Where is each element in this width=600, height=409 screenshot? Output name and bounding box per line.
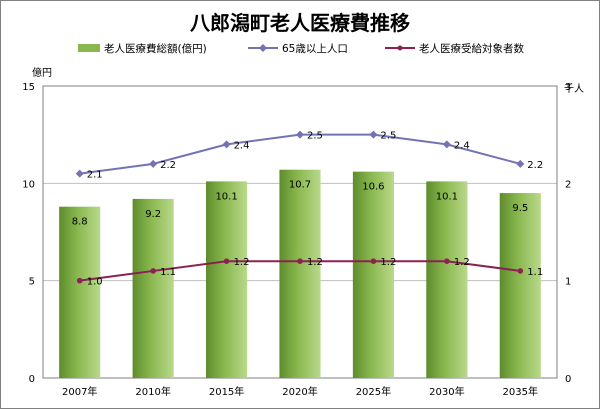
legend-swatch-bar <box>78 44 100 52</box>
legend-item-population: 65歳以上人口 <box>248 43 348 55</box>
x-tick-label: 2015年 <box>209 385 244 398</box>
legend-item-recipients: 老人医療受給対象者数 <box>385 42 524 55</box>
bar <box>132 198 174 378</box>
recipients-data-label: 1.1 <box>527 267 543 278</box>
chart-title: 八郎潟町老人医療費推移 <box>190 11 410 35</box>
y-right-tick-label: 1 <box>565 277 571 288</box>
x-tick-label: 2025年 <box>356 385 391 398</box>
bar <box>206 181 248 378</box>
legend-label-population: 65歳以上人口 <box>282 43 348 55</box>
recipients-data-label: 1.2 <box>454 257 470 268</box>
bar <box>59 206 101 378</box>
population-data-label: 2.5 <box>380 131 396 142</box>
population-point <box>222 140 231 149</box>
bar-data-label: 8.8 <box>72 217 88 228</box>
series-lines <box>75 130 525 284</box>
recipients-point <box>370 258 377 265</box>
legend-marker-recipients <box>397 45 403 51</box>
legend-marker-population <box>259 44 267 52</box>
bar-data-label: 9.5 <box>512 203 528 214</box>
population-point <box>149 159 158 168</box>
y-right-tick-label: 0 <box>565 374 571 385</box>
recipients-data-label: 1.0 <box>87 277 103 288</box>
recipients-data-label: 1.2 <box>380 257 396 268</box>
legend-item-bar: 老人医療費総額(億円) <box>78 42 207 55</box>
x-ticks: 2007年 2010年 2015年 2020年 2025年 2030年 2035年 <box>62 385 538 398</box>
legend: 老人医療費総額(億円) 65歳以上人口 老人医療受給対象者数 <box>78 42 524 55</box>
population-data-label: 2.1 <box>87 170 103 181</box>
recipients-point <box>150 268 156 274</box>
x-tick-label: 2010年 <box>135 385 170 398</box>
population-data-label: 2.2 <box>527 160 543 171</box>
line-labels: 2.1 2.2 2.4 2.5 2.5 2.4 2.2 1.0 1.1 1.2 1.2 1.2 1.2 1… <box>87 131 543 288</box>
y-left-ticks: 0 5 10 15 <box>22 82 35 385</box>
bars <box>59 169 541 378</box>
population-point <box>75 169 84 178</box>
bar <box>499 193 541 378</box>
x-tick-label: 2007年 <box>62 385 97 398</box>
recipients-point <box>444 258 450 265</box>
y-left-tick-label: 0 <box>29 374 35 385</box>
y-left-unit: 億円 <box>32 66 52 79</box>
y-right-ticks: 0 1 2 3 <box>565 82 571 385</box>
bar <box>426 181 468 378</box>
bar <box>279 169 321 378</box>
x-tick-label: 2030年 <box>429 385 464 398</box>
bar-labels: 8.8 9.2 10.1 10.7 10.6 10.1 9.5 <box>72 180 528 228</box>
x-tick-label: 2035年 <box>503 385 538 398</box>
population-data-label: 2.4 <box>454 140 470 151</box>
recipients-point <box>76 277 83 284</box>
recipients-data-label: 1.1 <box>160 267 176 278</box>
bar <box>352 171 394 378</box>
y-left-tick-label: 10 <box>22 179 35 190</box>
population-data-label: 2.4 <box>234 140 250 151</box>
legend-label-bar: 老人医療費総額(億円) <box>104 42 207 55</box>
y-left-tick-label: 5 <box>29 277 35 288</box>
recipients-point <box>223 258 230 265</box>
population-point <box>516 159 525 168</box>
population-point <box>442 140 451 149</box>
bar-data-label: 9.2 <box>145 209 161 220</box>
recipients-point <box>517 268 524 274</box>
recipients-data-label: 1.2 <box>307 257 323 268</box>
y-right-tick-label: 3 <box>565 82 571 93</box>
recipients-point <box>297 258 303 265</box>
population-point <box>369 130 378 139</box>
y-left-tick-label: 15 <box>22 82 35 93</box>
population-data-label: 2.5 <box>307 131 323 142</box>
bar-data-label: 10.1 <box>436 191 458 202</box>
population-point <box>296 130 304 139</box>
x-tick-label: 2020年 <box>282 385 317 398</box>
bar-data-label: 10.7 <box>289 180 311 191</box>
legend-label-recipients: 老人医療受給対象者数 <box>419 42 524 55</box>
bar-data-label: 10.1 <box>215 191 237 202</box>
y-right-tick-label: 2 <box>565 179 571 190</box>
recipients-data-label: 1.2 <box>234 257 250 268</box>
population-data-label: 2.2 <box>160 160 176 171</box>
y-right-unit: 千人 <box>564 83 584 95</box>
bar-data-label: 10.6 <box>362 182 384 193</box>
